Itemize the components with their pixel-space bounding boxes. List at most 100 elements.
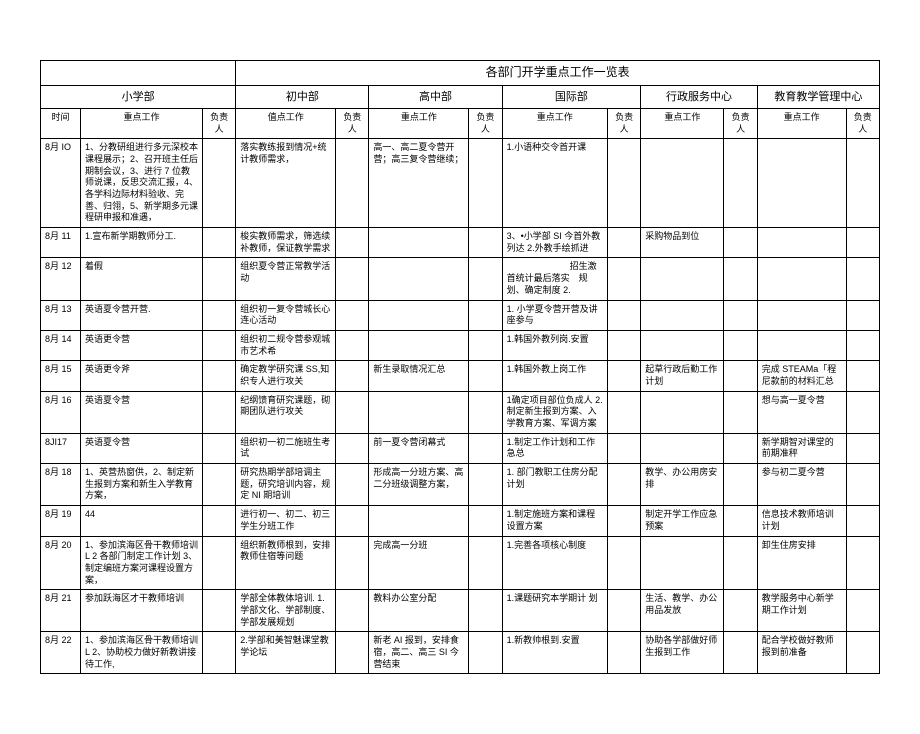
education-work-cell: 教学服务中心新学期工作计划: [757, 590, 846, 632]
header-person: 负责人: [336, 108, 369, 138]
education-person-cell: [846, 361, 879, 391]
education-work-cell: [757, 228, 846, 258]
header-person: 负责人: [607, 108, 640, 138]
admin-person-cell: [724, 300, 757, 330]
table-row: 8月 13英语夏令营开营.组织初一复令营城长心连心活动1. 小学夏令营开营及讲座…: [41, 300, 880, 330]
admin-work-cell: 教学、办公用房安排: [641, 464, 724, 506]
junior-person-cell: [336, 258, 369, 300]
international-work-cell: 1. 部门教职工住房分配计划: [502, 464, 607, 506]
senior-work-cell: [369, 506, 469, 536]
admin-person-cell: [724, 433, 757, 463]
admin-person-cell: [724, 590, 757, 632]
education-work-cell: [757, 330, 846, 360]
international-work-cell: 招生激首统计最后落实 规划、确定制度 2.: [502, 258, 607, 300]
international-person-cell: [607, 590, 640, 632]
elementary-work-cell: 1、参加滨海区骨干教师培训 L 2、协助校力做好新教讲接待工作,: [80, 632, 202, 674]
elementary-work-cell: 1、英营热窗供，2、制定新生报到方案和新生入学教育方案，: [80, 464, 202, 506]
senior-person-cell: [469, 391, 502, 433]
international-work-cell: 1. 小学夏令营开营及讲座参与: [502, 300, 607, 330]
admin-work-cell: [641, 330, 724, 360]
senior-work-cell: 前一夏令营闭幕式: [369, 433, 469, 463]
junior-work-cell: 梭实教师需求，筛选续补教师，保证教学需求: [236, 228, 336, 258]
table-row: 8月 14英语更令营组织初二规令营参观城市艺术希1.韩国外教列岗.安置: [41, 330, 880, 360]
junior-person-cell: [336, 590, 369, 632]
time-cell: 8月 22: [41, 632, 81, 674]
international-work-cell: 1.制定施班方案和课程设置方案: [502, 506, 607, 536]
elementary-person-cell: [203, 464, 236, 506]
education-work-cell: [757, 300, 846, 330]
elementary-person-cell: [203, 391, 236, 433]
senior-person-cell: [469, 300, 502, 330]
admin-work-cell: [641, 391, 724, 433]
international-person-cell: [607, 139, 640, 228]
international-work-cell: 1.韩国外教上岗工作: [502, 361, 607, 391]
admin-work-cell: 起草行政后勤工作计划: [641, 361, 724, 391]
education-person-cell: [846, 228, 879, 258]
elementary-person-cell: [203, 330, 236, 360]
elementary-person-cell: [203, 139, 236, 228]
time-cell: 8月 21: [41, 590, 81, 632]
dept-senior: 高中部: [369, 85, 502, 108]
dept-international: 国际部: [502, 85, 641, 108]
education-person-cell: [846, 464, 879, 506]
senior-person-cell: [469, 330, 502, 360]
international-work-cell: 1.新教帅根到.安置: [502, 632, 607, 674]
junior-person-cell: [336, 391, 369, 433]
senior-person-cell: [469, 590, 502, 632]
table-row: 8月 111.宣布新学期教师分工.梭实教师需求，筛选续补教师，保证教学需求3、•…: [41, 228, 880, 258]
international-person-cell: [607, 506, 640, 536]
junior-person-cell: [336, 228, 369, 258]
junior-person-cell: [336, 632, 369, 674]
time-cell: 8月 14: [41, 330, 81, 360]
table-row: 8月 12着假组织夏令营正常教学活动 招生激首统计最后落实 规划、确定制度 2.: [41, 258, 880, 300]
elementary-person-cell: [203, 300, 236, 330]
elementary-work-cell: 英语夏令营: [80, 391, 202, 433]
elementary-person-cell: [203, 506, 236, 536]
table-row: 8月 221、参加滨海区骨干教师培训 L 2、协助校力做好新教讲接待工作,2.学…: [41, 632, 880, 674]
elementary-work-cell: 英语更令营: [80, 330, 202, 360]
junior-person-cell: [336, 330, 369, 360]
elementary-person-cell: [203, 536, 236, 590]
admin-work-cell: [641, 536, 724, 590]
international-work-cell: 1.课题研究本学期计 划: [502, 590, 607, 632]
junior-work-cell: 确定教学研究课 SS,知织专人进行攻关: [236, 361, 336, 391]
header-time: 时间: [41, 108, 81, 138]
international-work-cell: 1确定项目部位负成人 2.制定新生报到方案、入学教育方案、军调方案: [502, 391, 607, 433]
junior-person-cell: [336, 139, 369, 228]
admin-person-cell: [724, 139, 757, 228]
senior-work-cell: [369, 330, 469, 360]
elementary-work-cell: 1、分教研组进行多元深校本课程展示；2、召开班主任后期制会议，3、进行 7 位教…: [80, 139, 202, 228]
education-person-cell: [846, 590, 879, 632]
junior-person-cell: [336, 300, 369, 330]
education-person-cell: [846, 391, 879, 433]
dept-education: 教育教学管理中心: [757, 85, 879, 108]
elementary-work-cell: 1、参加滨海区骨干教师培训 L 2 各部门制定工作计划 3、制定编班方案河课程设…: [80, 536, 202, 590]
time-cell: 8JI17: [41, 433, 81, 463]
elementary-work-cell: 44: [80, 506, 202, 536]
education-work-cell: 想与高一夏令营: [757, 391, 846, 433]
senior-work-cell: [369, 391, 469, 433]
education-work-cell: 新学期智对课堂的前期准秤: [757, 433, 846, 463]
admin-person-cell: [724, 536, 757, 590]
time-cell: 8月 13: [41, 300, 81, 330]
admin-person-cell: [724, 361, 757, 391]
elementary-work-cell: 参加跃海区才干教师培训: [80, 590, 202, 632]
education-person-cell: [846, 258, 879, 300]
department-header-row: 小学部 初中部 高中部 国际部 行政服务中心 教育教学管理中心: [41, 85, 880, 108]
header-person: 负责人: [724, 108, 757, 138]
education-person-cell: [846, 536, 879, 590]
elementary-work-cell: 着假: [80, 258, 202, 300]
table-row: 8月 16英语夏令营纪纲馈育研究课题，砌期团队进行攻关1确定项目部位负成人 2.…: [41, 391, 880, 433]
table-row: 8月 21参加跃海区才干教师培训学部全体教体培训. 1.学部文化、学部制度、学部…: [41, 590, 880, 632]
senior-person-cell: [469, 506, 502, 536]
junior-work-cell: 组织夏令营正常教学活动: [236, 258, 336, 300]
senior-work-cell: [369, 258, 469, 300]
senior-work-cell: 教料办公室分配: [369, 590, 469, 632]
admin-person-cell: [724, 464, 757, 506]
junior-person-cell: [336, 361, 369, 391]
international-person-cell: [607, 536, 640, 590]
elementary-work-cell: 英语夏令营开营.: [80, 300, 202, 330]
junior-work-cell: 落实教练报到情况+统计教师需求，: [236, 139, 336, 228]
education-work-cell: 卸生住房安排: [757, 536, 846, 590]
dept-junior: 初中部: [236, 85, 369, 108]
